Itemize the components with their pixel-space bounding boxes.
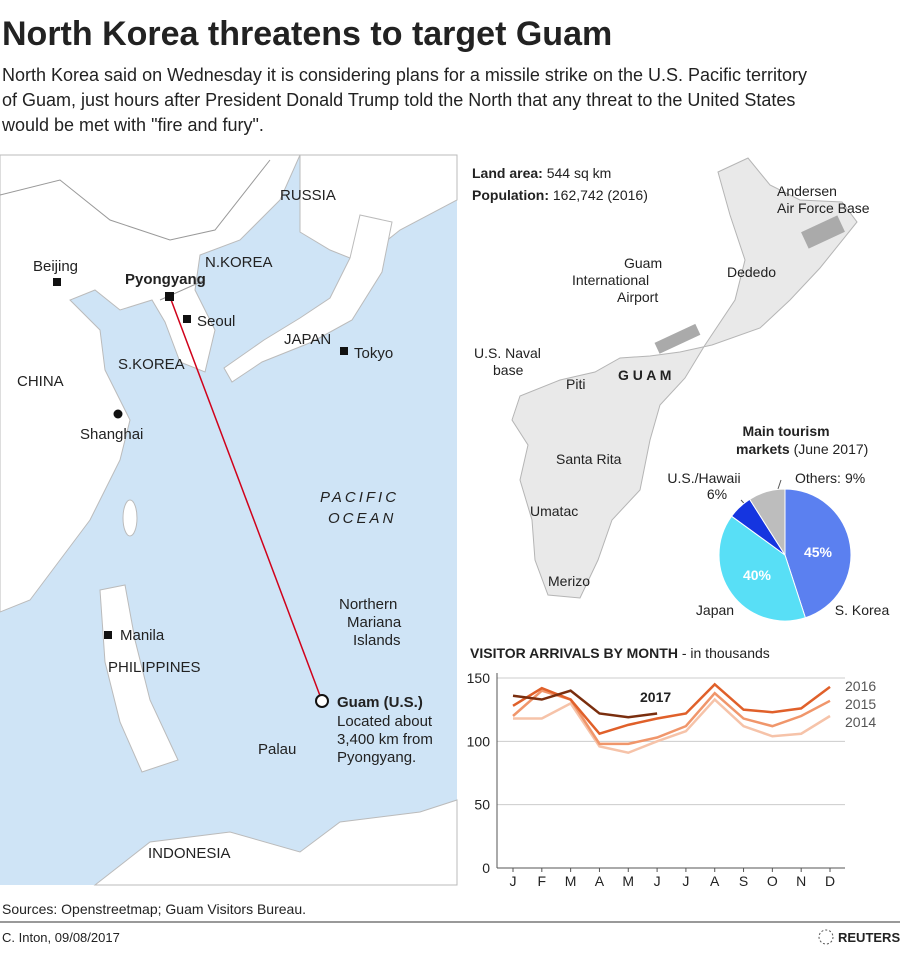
pie-title: markets (June 2017) xyxy=(736,441,868,457)
map-label: Tokyo xyxy=(354,345,393,362)
series-label: 2015 xyxy=(845,696,876,712)
guam-label: Andersen xyxy=(777,183,837,199)
guam-label: Piti xyxy=(566,376,585,392)
guam-label: G U A M xyxy=(618,367,671,383)
pie-category: Others: xyxy=(795,470,841,486)
map-label: Manila xyxy=(120,627,165,644)
series-line xyxy=(512,682,831,736)
line-title: VISITOR ARRIVALS BY MONTH xyxy=(470,645,678,661)
map-label: OCEAN xyxy=(328,510,396,527)
y-tick-label: 150 xyxy=(467,670,491,686)
title: North Korea threatens to target Guam xyxy=(2,15,612,53)
x-tick-label: J xyxy=(682,873,689,889)
map-label: Pyongyang xyxy=(125,271,206,288)
x-tick-label: O xyxy=(767,873,778,889)
x-tick-label: N xyxy=(796,873,806,889)
pie-title: markets xyxy=(736,441,790,457)
guam-label: Air Force Base xyxy=(777,200,870,216)
line-chart: VISITOR ARRIVALS BY MONTH - in thousands… xyxy=(467,645,877,889)
pie-value-label: 9% xyxy=(845,470,865,486)
pie-category: Japan xyxy=(696,602,734,618)
x-tick-label: D xyxy=(825,873,835,889)
map-label: S.KOREA xyxy=(118,356,185,373)
pie-slice xyxy=(718,515,807,622)
guam-label: Dededo xyxy=(727,264,776,280)
y-tick-label: 50 xyxy=(474,797,490,813)
pie-category: U.S./Hawaii xyxy=(667,470,740,486)
guam-map: Land area: 544 sq km Population: 162,742… xyxy=(472,157,870,599)
map-label: Northern xyxy=(339,596,397,613)
series-line xyxy=(512,689,658,719)
map-label: PHILIPPINES xyxy=(108,659,201,676)
pie-slice xyxy=(784,488,852,619)
map-label: JAPAN xyxy=(284,331,331,348)
y-tick-label: 0 xyxy=(482,860,490,876)
credit: C. Inton, 09/08/2017 xyxy=(2,930,120,945)
guam-label: Population: xyxy=(472,187,549,203)
subtitle: would be met with "fire and fury". xyxy=(1,115,264,135)
x-tick-label: J xyxy=(510,873,517,889)
guam-label: U.S. Naval xyxy=(474,345,541,361)
guam-label: 162,742 (2016) xyxy=(553,187,648,203)
map-label: PACIFIC xyxy=(320,489,399,506)
x-tick-label: M xyxy=(565,873,577,889)
guam-label: Airport xyxy=(617,289,658,305)
map-label: Mariana xyxy=(347,614,402,631)
x-tick-label: M xyxy=(622,873,634,889)
pie-chart: Main tourism markets (June 2017) S. Kore… xyxy=(667,423,890,622)
pie-value-label: 45% xyxy=(804,544,833,560)
region-map: RUSSIA N.KOREA Beijing Pyongyang Seoul J… xyxy=(0,154,458,886)
series-label: 2014 xyxy=(845,714,876,730)
map-label: N.KOREA xyxy=(205,254,273,271)
sources: Sources: Openstreetmap; Guam Visitors Bu… xyxy=(2,901,306,917)
subtitle: of Guam, just hours after President Dona… xyxy=(2,90,795,110)
pie-slice xyxy=(748,488,786,557)
guam-label: Population: 162,742 (2016) xyxy=(472,187,648,203)
x-tick-label: A xyxy=(595,873,605,889)
pie-subtitle: (June 2017) xyxy=(794,441,869,457)
guam-label: Land area: xyxy=(472,165,543,181)
map-label: 3,400 km from xyxy=(337,731,433,748)
pie-value-label: 6% xyxy=(707,486,727,502)
guam-label: 544 sq km xyxy=(547,165,612,181)
subtitle: North Korea said on Wednesday it is cons… xyxy=(2,65,807,85)
guam-label: International xyxy=(572,272,649,288)
series-label: 2017 xyxy=(640,689,671,705)
x-tick-label: S xyxy=(739,873,748,889)
series-label: 2016 xyxy=(845,678,876,694)
pie-title: Main tourism xyxy=(742,423,829,439)
x-tick-label: A xyxy=(710,873,720,889)
map-label: Islands xyxy=(353,632,401,649)
guam-label: base xyxy=(493,362,524,378)
map-label: Shanghai xyxy=(80,426,143,443)
series-line xyxy=(513,697,831,755)
brand: REUTERS xyxy=(838,930,900,945)
guam-label: Santa Rita xyxy=(556,451,622,467)
map-label: Pyongyang. xyxy=(337,749,416,766)
line-subtitle: - in thousands xyxy=(682,645,770,661)
map-label: INDONESIA xyxy=(148,845,231,862)
map-label: Palau xyxy=(258,741,296,758)
map-label: Beijing xyxy=(33,258,78,275)
map-label: Located about xyxy=(337,713,433,730)
map-label: Guam (U.S.) xyxy=(337,694,423,711)
guam-label: Umatac xyxy=(530,503,578,519)
line-title: VISITOR ARRIVALS BY MONTH - in thousands xyxy=(470,645,770,661)
pie-category: S. Korea xyxy=(835,602,890,618)
y-tick-label: 100 xyxy=(467,733,491,749)
map-label: RUSSIA xyxy=(280,187,336,204)
pie-value-label: 40% xyxy=(743,567,772,583)
map-label: CHINA xyxy=(17,373,64,390)
logo xyxy=(818,929,834,945)
guam-label: Land area: 544 sq km xyxy=(472,165,611,181)
map-label: Seoul xyxy=(197,313,235,330)
guam-label: Merizo xyxy=(548,573,590,589)
x-tick-label: J xyxy=(654,873,661,889)
x-tick-label: F xyxy=(538,873,547,889)
guam-label: Guam xyxy=(624,255,662,271)
